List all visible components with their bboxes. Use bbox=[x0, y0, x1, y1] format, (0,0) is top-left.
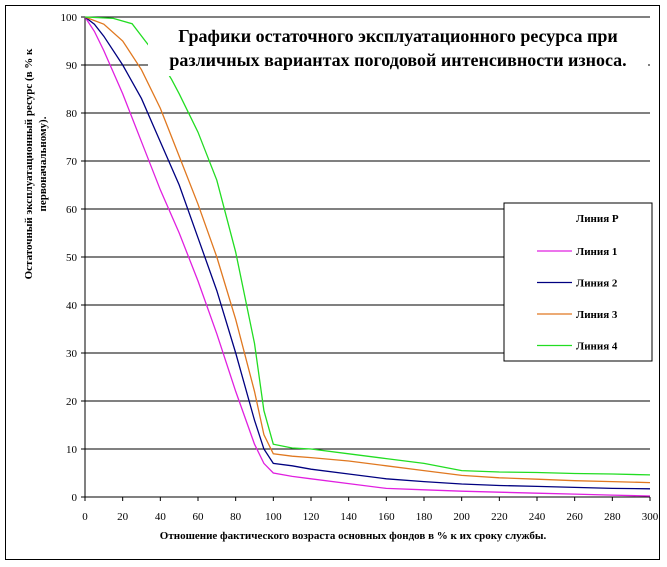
x-tick-label: 60 bbox=[193, 511, 205, 523]
x-tick-label: 240 bbox=[529, 511, 546, 523]
x-tick-label: 140 bbox=[340, 511, 357, 523]
x-tick-label: 0 bbox=[82, 511, 88, 523]
y-tick-label: 90 bbox=[66, 60, 78, 72]
x-tick-label: 20 bbox=[117, 511, 129, 523]
y-tick-label: 20 bbox=[66, 396, 78, 408]
x-tick-label: 40 bbox=[155, 511, 167, 523]
y-tick-label: 80 bbox=[66, 108, 78, 120]
y-tick-label: 40 bbox=[66, 300, 78, 312]
y-tick-label: 50 bbox=[66, 252, 78, 264]
y-axis-label-line-1: Остаточный эксплуатационный ресурс (в % … bbox=[23, 48, 35, 279]
title-background bbox=[148, 20, 648, 76]
y-tick-label: 10 bbox=[66, 444, 78, 456]
x-tick-label: 80 bbox=[230, 511, 242, 523]
legend-label-2: Линия 2 bbox=[576, 278, 618, 290]
legend-label-1: Линия 1 bbox=[576, 246, 617, 258]
y-tick-label: 60 bbox=[66, 204, 78, 216]
series-line-3 bbox=[84, 16, 651, 484]
legend-label-4: Линия 4 bbox=[576, 341, 618, 353]
x-tick-label: 160 bbox=[378, 511, 395, 523]
x-tick-label: 200 bbox=[453, 511, 470, 523]
title-line-2: различных вариантах погодовой интенсивно… bbox=[169, 50, 626, 70]
x-tick-label: 180 bbox=[416, 511, 433, 523]
y-axis-label-line-2: первоначальному). bbox=[37, 116, 49, 211]
x-tick-label: 120 bbox=[303, 511, 320, 523]
x-tick-label: 280 bbox=[604, 511, 621, 523]
x-tick-label: 300 bbox=[642, 511, 659, 523]
legend: Линия Р Линия 1 Линия 2 Линия 3 Линия 4 bbox=[503, 202, 653, 362]
legend-label-3: Линия 3 bbox=[576, 309, 618, 321]
x-axis-label: Отношение фактического возраста основных… bbox=[160, 530, 547, 542]
axes: 0 10 20 30 40 50 60 70 80 90 100 0 20 40 60 80 100 120 140… bbox=[61, 12, 659, 523]
chart-title: Графики остаточного эксплуатационного ре… bbox=[148, 20, 648, 76]
series-line-2 bbox=[84, 16, 651, 490]
legend-title: Линия Р bbox=[576, 213, 619, 225]
x-tick-label: 260 bbox=[566, 511, 583, 523]
y-axis-label: Остаточный эксплуатационный ресурс (в % … bbox=[23, 48, 49, 279]
title-line-1: Графики остаточного эксплуатационного ре… bbox=[178, 26, 618, 46]
legend-box bbox=[503, 202, 653, 362]
x-tick-label: 100 bbox=[265, 511, 282, 523]
y-tick-label: 0 bbox=[72, 492, 78, 504]
series-line-1 bbox=[84, 16, 651, 497]
y-tick-label: 100 bbox=[61, 12, 78, 24]
y-tick-label: 70 bbox=[66, 156, 78, 168]
y-tick-label: 30 bbox=[66, 348, 78, 360]
x-tick-label: 220 bbox=[491, 511, 508, 523]
